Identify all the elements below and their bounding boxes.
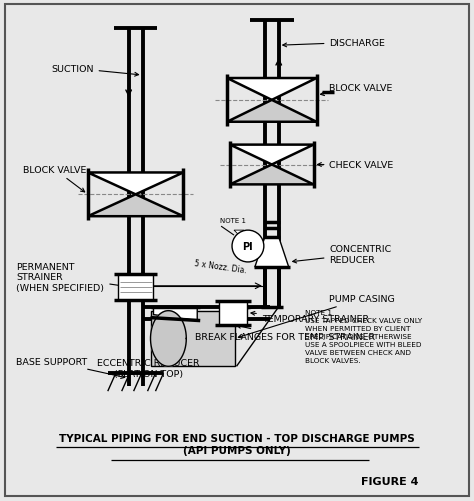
Text: BREAK FLANGES FOR TEMP. STRAINER: BREAK FLANGES FOR TEMP. STRAINER [195, 325, 375, 341]
Polygon shape [227, 101, 317, 123]
Text: PUMP CASING: PUMP CASING [238, 295, 395, 338]
Polygon shape [219, 301, 247, 325]
Text: PERMANENT
STRAINER
(WHEN SPECIFIED): PERMANENT STRAINER (WHEN SPECIFIED) [16, 263, 125, 292]
Text: ECCENTRIC REDUCER
(FLAT ON TOP): ECCENTRIC REDUCER (FLAT ON TOP) [97, 325, 200, 378]
Polygon shape [151, 311, 186, 367]
Polygon shape [118, 275, 154, 300]
Text: BLOCK VALVE: BLOCK VALVE [23, 166, 87, 192]
Polygon shape [230, 145, 313, 165]
Text: FIGURE 4: FIGURE 4 [362, 476, 419, 485]
Text: TEMPORARY STRAINER: TEMPORARY STRAINER [251, 312, 369, 324]
Polygon shape [151, 311, 235, 367]
Text: TYPICAL PIPING FOR END SUCTION - TOP DISCHARGE PUMPS
(API PUMPS ONLY): TYPICAL PIPING FOR END SUCTION - TOP DIS… [59, 433, 415, 454]
Polygon shape [255, 237, 289, 268]
Text: NOTE 1
USE TAPPED CHECK VALVE ONLY
WHEN PERMITTED BY CLIENT
SPECIFICATIONS. OTHE: NOTE 1 USE TAPPED CHECK VALVE ONLY WHEN … [305, 309, 422, 363]
Text: BASE SUPPORT: BASE SUPPORT [16, 357, 125, 379]
Polygon shape [88, 195, 183, 217]
Text: BLOCK VALVE: BLOCK VALVE [320, 84, 393, 96]
Polygon shape [230, 165, 313, 185]
Text: 5 x Nozz. Dia.: 5 x Nozz. Dia. [194, 258, 247, 275]
Text: SUCTION: SUCTION [51, 65, 138, 77]
Circle shape [232, 230, 264, 263]
Polygon shape [234, 230, 244, 235]
Text: CHECK VALVE: CHECK VALVE [318, 161, 394, 170]
Text: CONCENTRIC
REDUCER: CONCENTRIC REDUCER [292, 245, 392, 264]
Text: PI: PI [243, 241, 253, 252]
Polygon shape [227, 79, 317, 101]
Polygon shape [234, 235, 244, 240]
Polygon shape [154, 307, 197, 321]
Polygon shape [88, 173, 183, 195]
Text: DISCHARGE: DISCHARGE [283, 39, 385, 48]
Text: NOTE 1: NOTE 1 [220, 218, 246, 224]
